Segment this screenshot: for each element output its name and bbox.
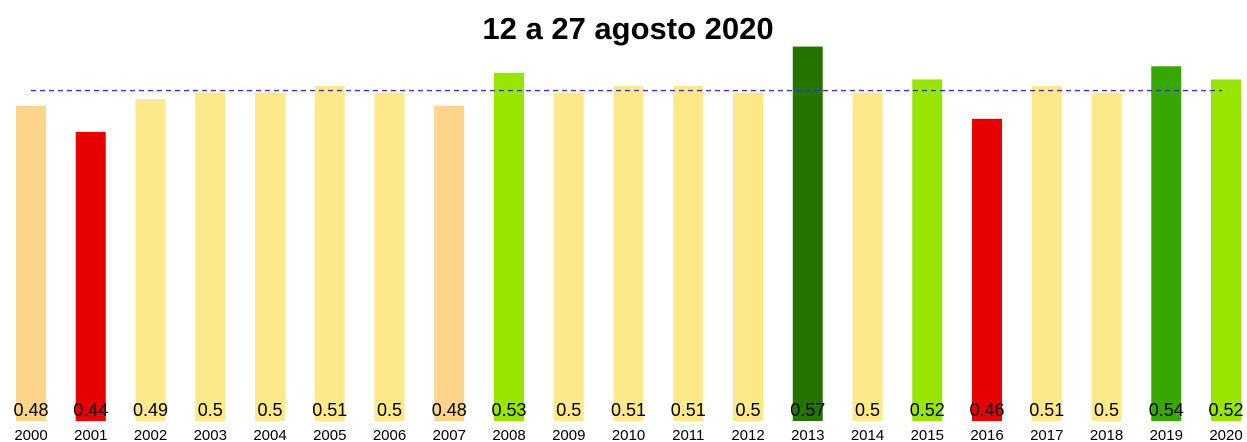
x-tick-label: 2007 <box>433 427 466 442</box>
bar <box>613 85 644 421</box>
data-label: 0.5 <box>1094 400 1119 420</box>
x-tick-label: 2005 <box>313 427 346 442</box>
x-tick-label: 2016 <box>970 427 1003 442</box>
bar <box>195 92 226 421</box>
x-tick-label: 2018 <box>1090 427 1123 442</box>
x-tick-label: 2009 <box>552 427 585 442</box>
x-tick-label: 2001 <box>74 427 107 442</box>
x-tick-label: 2000 <box>14 427 47 442</box>
x-tick-label: 2017 <box>1030 427 1063 442</box>
bar <box>374 92 405 421</box>
bar <box>972 118 1002 422</box>
bar <box>792 46 823 421</box>
bar <box>135 99 166 421</box>
chart-title: 12 a 27 agosto 2020 <box>482 11 773 46</box>
data-label: 0.5 <box>377 400 402 420</box>
bar <box>434 105 465 422</box>
bar <box>494 72 524 422</box>
data-label: 0.5 <box>855 400 880 420</box>
bar <box>1211 79 1241 422</box>
data-label: 0.5 <box>735 400 760 420</box>
x-tick-label: 2011 <box>672 427 704 442</box>
bar <box>75 131 106 421</box>
x-tick-label: 2015 <box>911 427 944 442</box>
data-label: 0.44 <box>73 400 108 420</box>
data-label: 0.5 <box>198 400 223 420</box>
x-tick-label: 2002 <box>134 427 167 442</box>
x-tick-label: 2012 <box>731 427 764 442</box>
data-label: 0.54 <box>1149 400 1184 420</box>
x-tick-label: 2014 <box>851 427 884 442</box>
bar <box>255 92 285 421</box>
data-label: 0.52 <box>1208 400 1243 420</box>
x-tick-label: 2004 <box>253 427 286 442</box>
bar <box>314 85 345 421</box>
data-label: 0.51 <box>671 400 706 420</box>
data-label: 0.5 <box>257 400 282 420</box>
bar <box>852 92 883 421</box>
data-label: 0.51 <box>312 400 347 420</box>
x-tick-label: 2003 <box>194 427 227 442</box>
data-label: 0.48 <box>13 400 48 420</box>
bar <box>1031 85 1062 421</box>
data-label: 0.51 <box>611 400 646 420</box>
bar <box>1151 66 1182 421</box>
bar <box>553 92 584 421</box>
data-label: 0.49 <box>133 400 168 420</box>
bar <box>16 105 46 422</box>
bar <box>733 92 763 421</box>
data-label: 0.53 <box>491 400 526 420</box>
bar <box>1091 92 1122 421</box>
x-tick-label: 2020 <box>1209 427 1242 442</box>
data-label: 0.5 <box>556 400 581 420</box>
bar <box>673 85 704 421</box>
x-tick-label: 2008 <box>492 427 525 442</box>
x-tick-label: 2010 <box>612 427 645 442</box>
data-label: 0.48 <box>432 400 467 420</box>
data-label: 0.46 <box>969 400 1004 420</box>
x-tick-label: 2013 <box>791 427 824 442</box>
bar <box>912 79 943 422</box>
data-label: 0.51 <box>1029 400 1064 420</box>
data-label: 0.57 <box>790 400 825 420</box>
data-label: 0.52 <box>910 400 945 420</box>
x-tick-label: 2006 <box>373 427 406 442</box>
x-tick-label: 2019 <box>1150 427 1183 442</box>
